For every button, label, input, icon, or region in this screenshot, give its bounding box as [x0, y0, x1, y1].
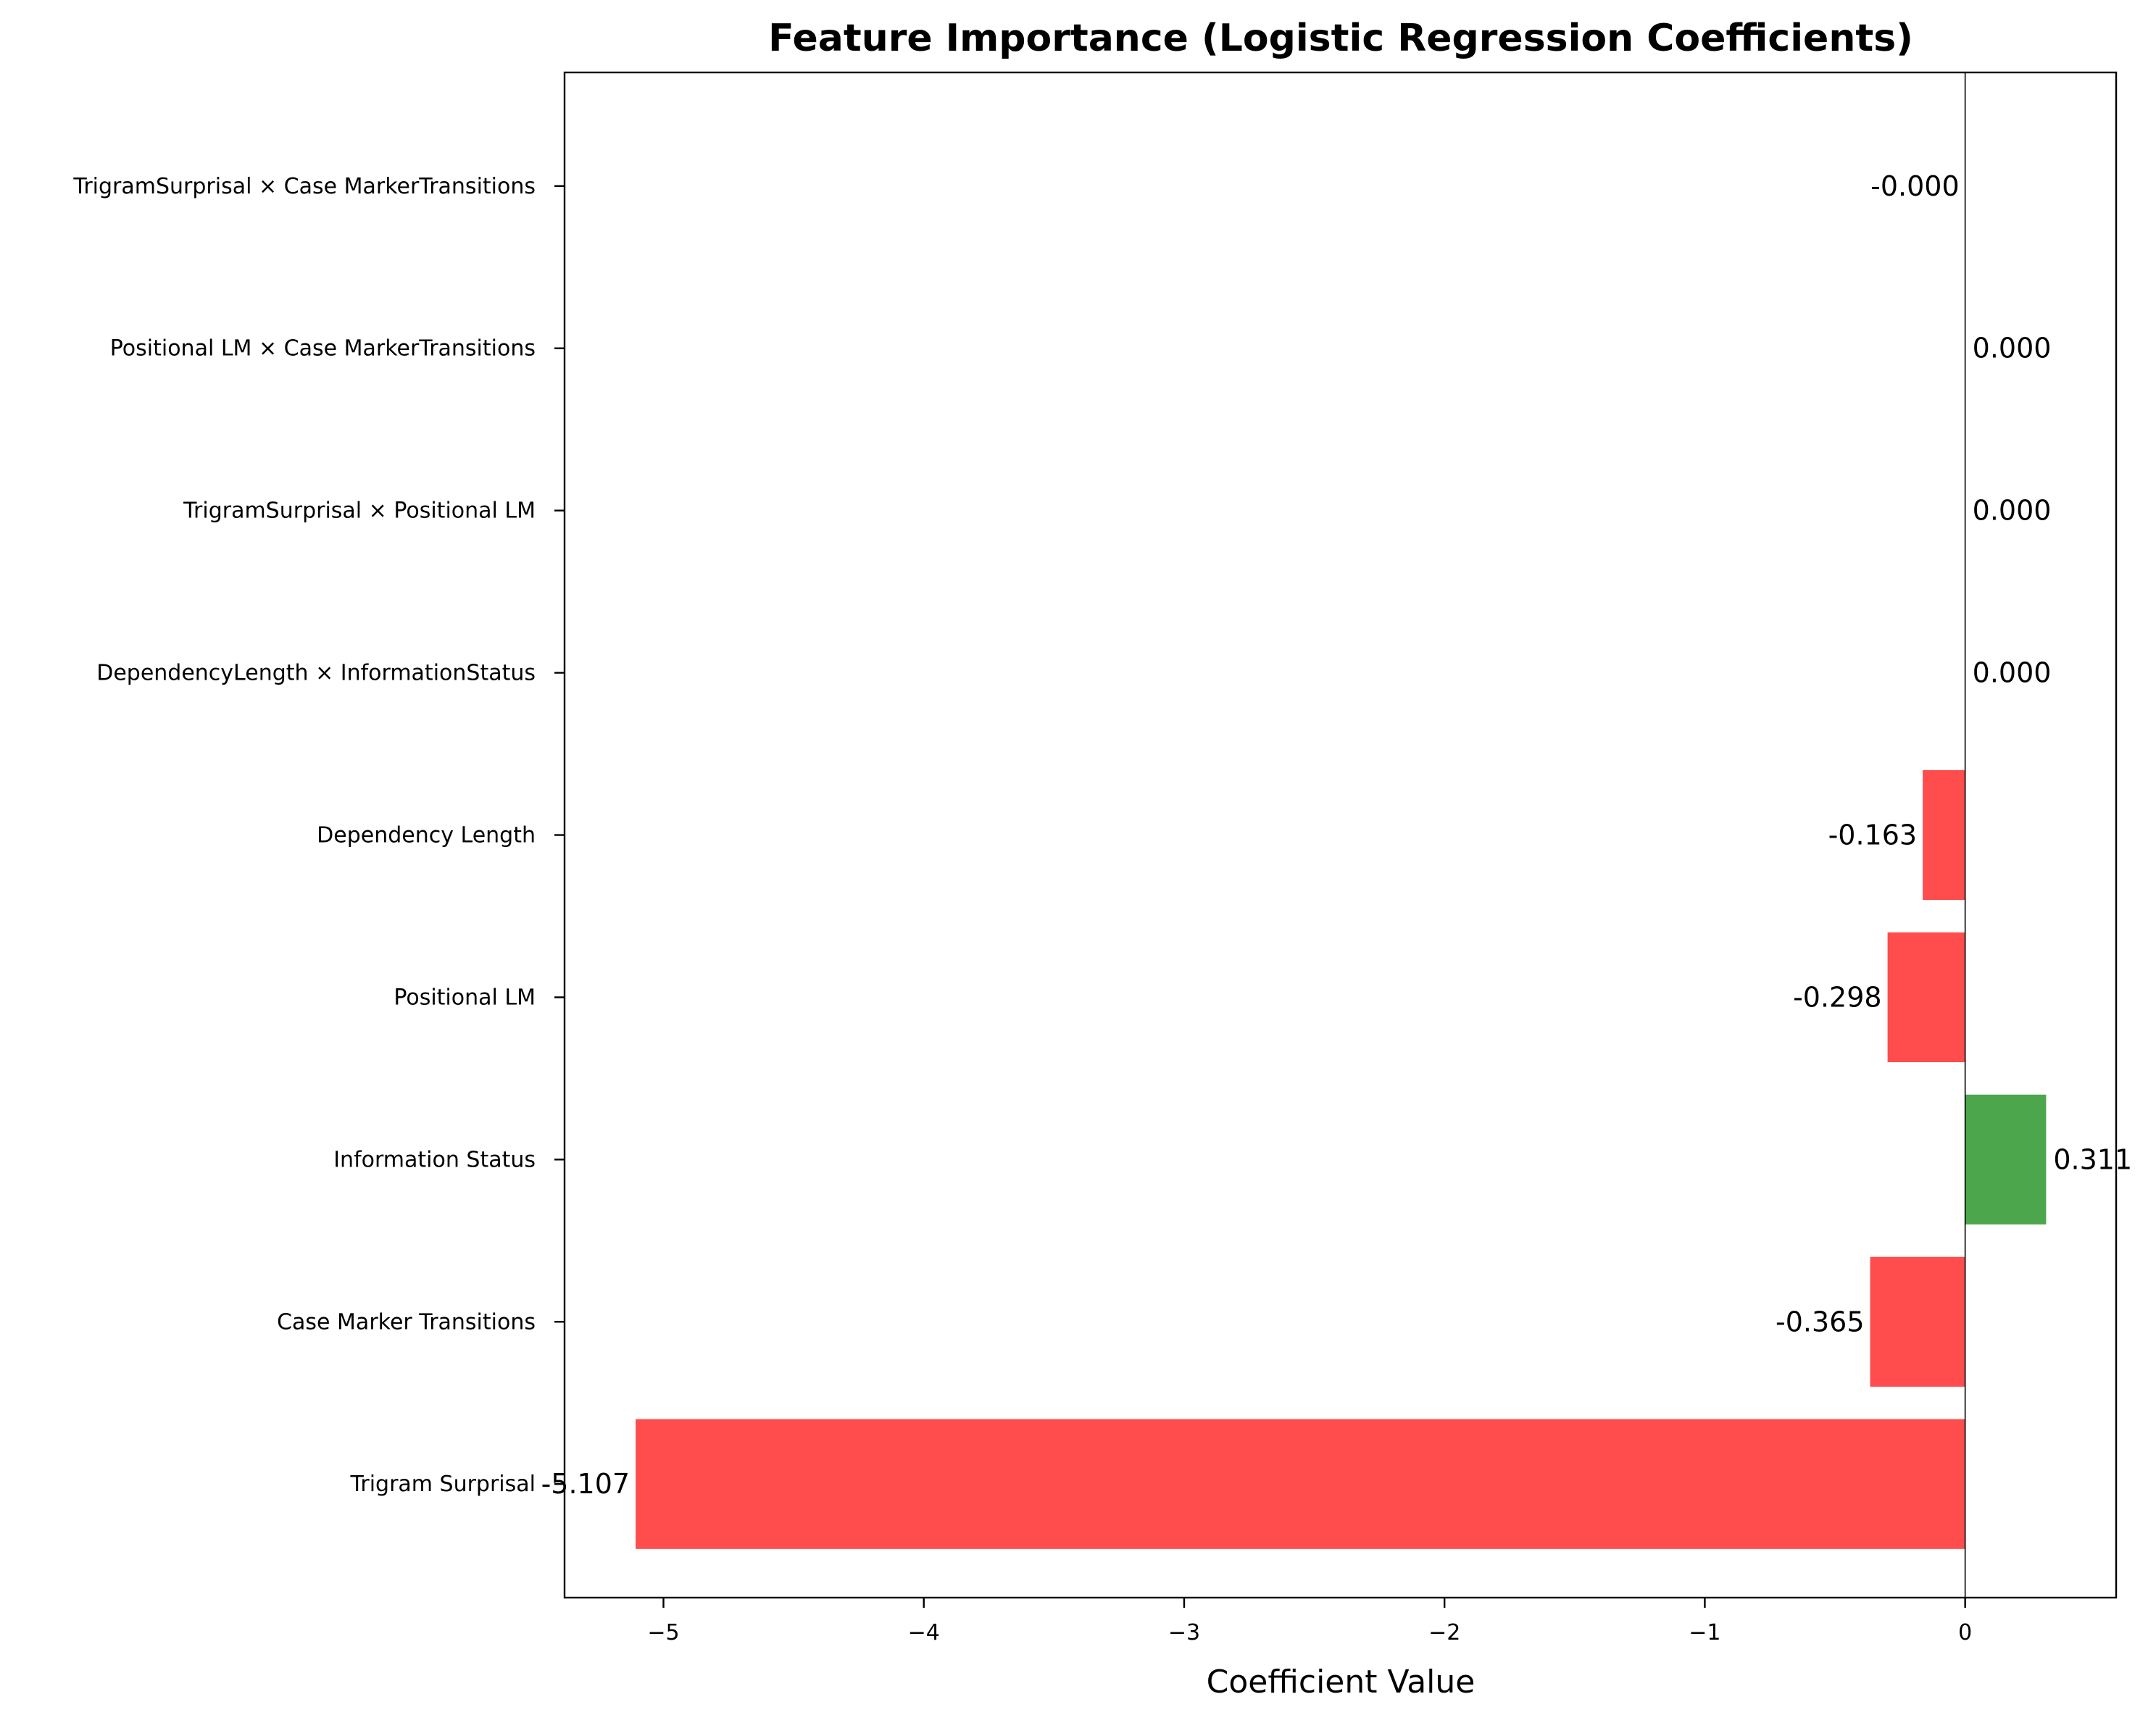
y-tick-label: Dependency Length — [317, 823, 536, 848]
bar — [636, 1419, 1965, 1549]
x-axis-label: Coefficient Value — [1207, 1664, 1476, 1701]
y-tick-label: Case Marker Transitions — [277, 1309, 536, 1335]
data-label: -0.163 — [1828, 819, 1918, 851]
data-label: -0.365 — [1776, 1306, 1865, 1338]
chart-title: Feature Importance (Logistic Regression … — [768, 17, 1913, 60]
y-tick-label: TrigramSurprisal × Case MarkerTransition… — [72, 174, 536, 199]
bar — [1965, 1094, 2047, 1224]
data-label: -0.000 — [1870, 170, 1960, 202]
bar — [1923, 769, 1965, 901]
y-tick-label: Positional LM × Case MarkerTransitions — [110, 336, 536, 362]
x-tick-label: −1 — [1689, 1620, 1720, 1645]
y-tick-label: TrigramSurprisal × Positional LM — [183, 498, 536, 524]
data-label: -5.107 — [541, 1468, 630, 1500]
x-tick-label: −3 — [1168, 1620, 1200, 1645]
plot-area: Trigram Surprisal Case Marker Transitions… — [72, 71, 2132, 1645]
x-tick-label: −2 — [1428, 1620, 1460, 1645]
bar — [1887, 932, 1965, 1063]
x-tick-label: −4 — [908, 1620, 940, 1645]
bar — [1870, 1256, 1965, 1387]
data-label: 0.000 — [1973, 495, 2052, 527]
data-label: 0.311 — [2053, 1143, 2132, 1175]
x-tick-label: 0 — [1958, 1620, 1972, 1645]
data-label: -0.298 — [1793, 981, 1882, 1013]
y-tick-label: Trigram Surprisal — [349, 1472, 536, 1497]
y-tick-label: DependencyLength × InformationStatus — [96, 661, 536, 686]
y-tick-label: Positional LM — [394, 985, 536, 1010]
data-label: 0.000 — [1973, 333, 2052, 364]
data-label: 0.000 — [1973, 657, 2052, 689]
x-tick-label: −5 — [647, 1620, 679, 1645]
y-tick-label: Information Status — [333, 1147, 536, 1172]
